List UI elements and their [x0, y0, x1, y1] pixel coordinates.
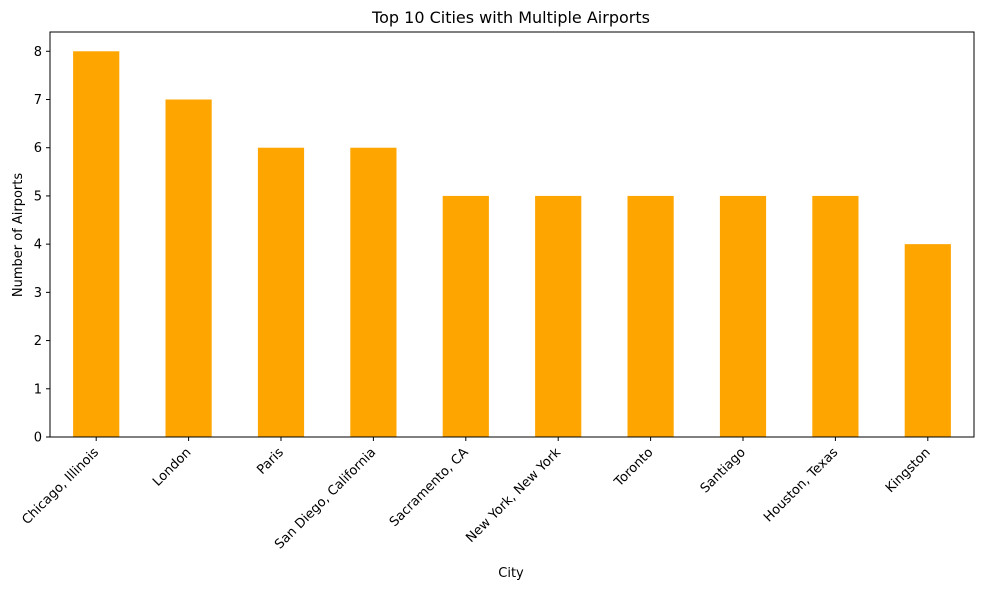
- bar-1: [165, 99, 212, 437]
- y-tick-label-7: 7: [34, 93, 42, 108]
- y-axis-title: Number of Airports: [11, 173, 26, 298]
- bar-9: [904, 244, 951, 437]
- x-axis-title: City: [498, 566, 524, 581]
- x-tick-label-5: New York, New York: [463, 445, 564, 546]
- y-tick-label-3: 3: [34, 286, 42, 301]
- x-tick-label-1: London: [150, 445, 194, 489]
- bar-7: [719, 195, 767, 437]
- chart-title: Top 10 Cities with Multiple Airports: [371, 8, 650, 27]
- y-tick-label-0: 0: [34, 431, 42, 446]
- y-tick-label-4: 4: [34, 238, 42, 253]
- bar-2: [257, 147, 305, 437]
- x-tick-label-6: Toronto: [611, 445, 656, 490]
- y-tick-label-8: 8: [34, 45, 42, 60]
- x-tick-label-8: Houston, Texas: [761, 445, 841, 525]
- bar-3: [350, 147, 397, 437]
- y-tick-label-2: 2: [34, 334, 42, 349]
- bar-4: [442, 195, 489, 437]
- x-tick-label-7: Santiago: [698, 445, 749, 496]
- y-tick-label-6: 6: [34, 141, 42, 156]
- bar-5: [535, 195, 582, 437]
- y-tick-label-5: 5: [34, 189, 42, 204]
- axes-frame: [49, 31, 975, 438]
- x-tick-label-4: Sacramento, CA: [387, 445, 472, 530]
- x-tick-label-0: Chicago, Illinois: [19, 445, 102, 528]
- x-tick-label-2: Paris: [254, 445, 287, 478]
- bar-8: [812, 195, 859, 437]
- y-tick-label-1: 1: [34, 382, 42, 397]
- x-tick-label-9: Kingston: [883, 445, 934, 496]
- x-tick-label-3: San Diego, California: [272, 445, 379, 552]
- bar-6: [627, 195, 674, 437]
- bar-0: [73, 51, 120, 438]
